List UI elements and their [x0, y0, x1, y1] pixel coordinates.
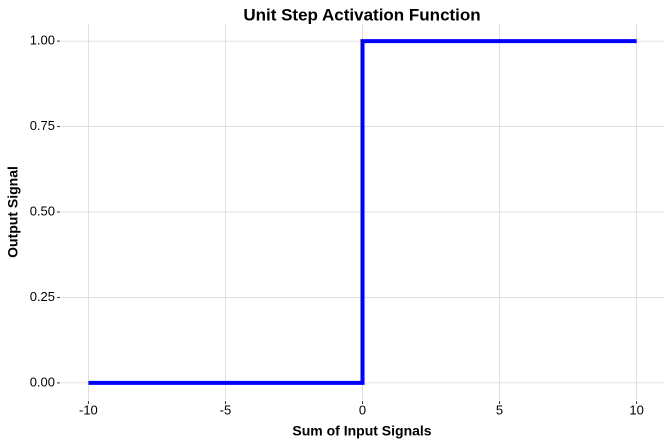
y-tick-label: 0.00 [30, 374, 55, 389]
x-tick-label: -10 [79, 402, 98, 417]
line [88, 39, 637, 385]
y-tick-label: 0.75 [30, 118, 55, 133]
x-axis-title: Sum of Input Signals [292, 423, 431, 439]
x-tick-label: 10 [629, 402, 643, 417]
y-tick-label: 0.50 [30, 203, 55, 218]
x-tick-label: 0 [359, 402, 366, 417]
y-axis-title: Output Signal [5, 166, 21, 258]
x-tick-label: -5 [220, 402, 232, 417]
y-tick-label: 1.00 [30, 33, 55, 48]
x-tick-label: 5 [496, 402, 503, 417]
y-tick-label: 0.25 [30, 289, 55, 304]
chart-title: Unit Step Activation Function [243, 5, 480, 24]
